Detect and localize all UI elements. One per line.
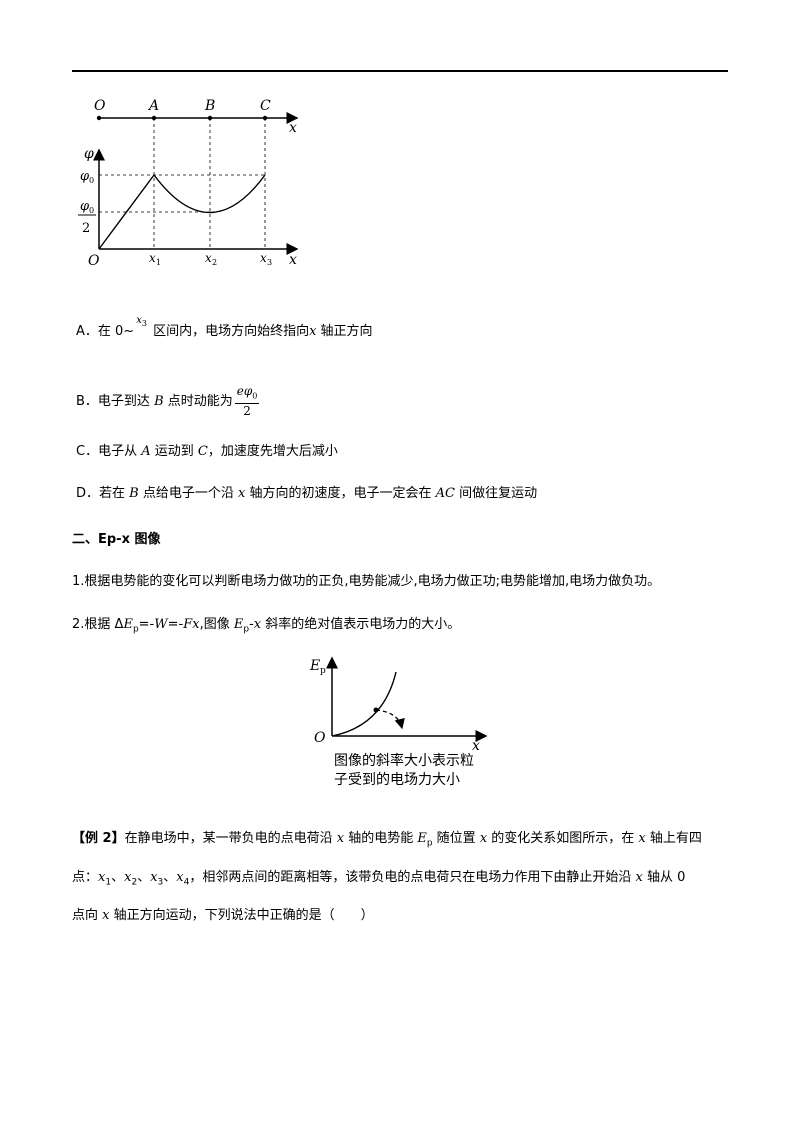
header-rule: [72, 70, 728, 72]
example-2: 【例 2】在静电场中，某一带负电的点电荷沿 x 轴的电势能 Ep 随位置 x 的…: [72, 822, 732, 933]
x-axis-label-2: x: [472, 738, 480, 754]
ep-curve: [331, 671, 397, 737]
section-2-title: 二、Ep-x 图像: [72, 532, 161, 547]
potential-diagram: O A B C x φ φ 0 φ 0 2 O x x 1 x 2 x 3: [78, 98, 299, 269]
origin-label-2: O: [314, 730, 326, 746]
section-2-item-2: 2.根据 ΔEp=-W=-Fx,图像 Ep-x 斜率的绝对值表示电场力的大小。: [72, 617, 461, 635]
origin-label: O: [88, 253, 100, 269]
tick-x2: x: [205, 251, 212, 265]
caption-line-1: 图像的斜率大小表示粒: [334, 752, 474, 769]
option-a: A．在 0~x3 区间内，电场方向始终指向x 轴正方向: [76, 315, 373, 339]
caption-line-2: 子受到的电场力大小: [334, 772, 460, 788]
tick-x3: x: [260, 251, 267, 265]
ep-x-diagram: E p O x 图像的斜率大小表示粒 子受到的电场力大小: [309, 656, 488, 788]
tangent-dashed: [375, 709, 405, 730]
tick-x1-sub: 1: [156, 258, 161, 267]
option-b: B．电子到达 B 点时动能为 eφ0 2: [76, 384, 260, 419]
half-num-sub: 0: [89, 206, 94, 215]
label-a: A: [147, 98, 159, 114]
tangent-point: [373, 707, 379, 713]
label-c: C: [260, 98, 271, 114]
point-o: [96, 115, 102, 121]
label-b: B: [204, 98, 215, 114]
x-axis-label: x: [289, 252, 297, 268]
section-2-item-1: 1.根据电势能的变化可以判断电场力做功的正负,电势能减少,电场力做正功;电势能增…: [72, 574, 661, 589]
ep-axis-sub: p: [320, 666, 326, 676]
kinetic-energy-fraction: eφ0 2: [234, 384, 260, 419]
example-2-line-3: 点向 x 轴正方向运动，下列说法中正确的是（ ）: [72, 908, 374, 924]
example-2-line-1: 【例 2】在静电场中，某一带负电的点电荷沿 x 轴的电势能 Ep 随位置 x 的…: [72, 831, 702, 849]
half-den: 2: [82, 221, 90, 236]
ep-axis-label: E: [309, 658, 320, 674]
option-d: D．若在 B 点给电子一个沿 x 轴方向的初速度，电子一定会在 AC 间做往复运…: [76, 486, 538, 501]
half-num: φ: [80, 199, 90, 214]
potential-curve: [98, 173, 266, 250]
phi0-sub: 0: [89, 176, 94, 185]
tick-x1: x: [149, 251, 156, 265]
option-c: C．电子从 A 运动到 C，加速度先增大后减小: [76, 444, 338, 459]
tick-x2-sub: 2: [212, 258, 217, 267]
phi0-label: φ: [80, 169, 90, 184]
label-o: O: [94, 98, 106, 114]
top-axis-x-label: x: [289, 120, 297, 136]
example-2-line-2: 点：x1、x2、x3、x4，相邻两点间的距离相等，该带负电的点电荷只在电场力作用…: [72, 869, 686, 888]
phi-axis-label: φ: [84, 146, 94, 162]
tick-x3-sub: 3: [267, 258, 272, 267]
